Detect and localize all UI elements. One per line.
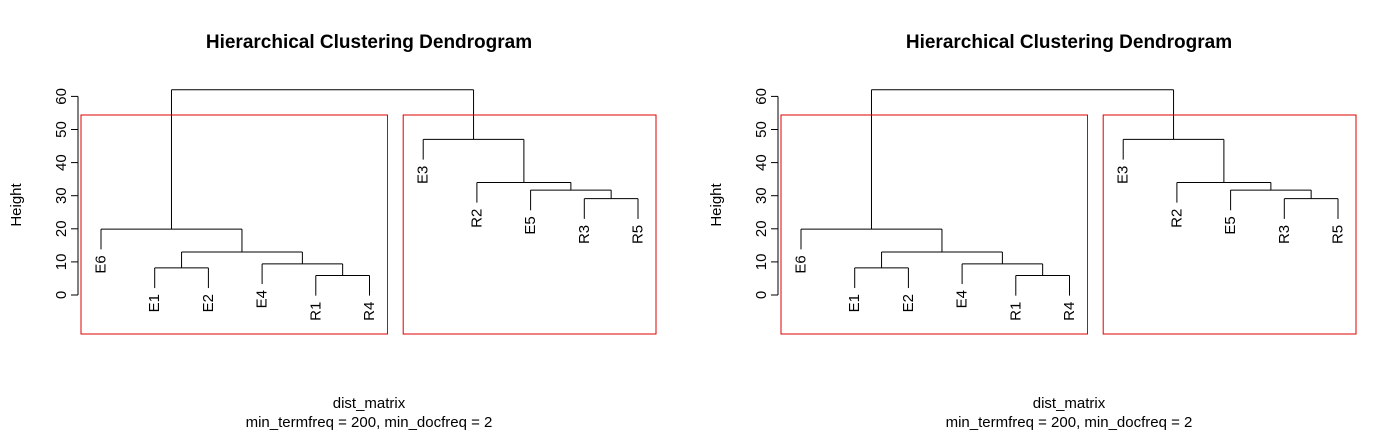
leaf-label: R4 [361, 302, 378, 321]
y-tick-label: 40 [53, 154, 70, 171]
leaf-labels: E6 E1 E2 E4 R1 R4 E3 R2 E5 R3 R5 [793, 166, 1347, 321]
chart-title: Hierarchical Clustering Dendrogram [906, 32, 1232, 53]
y-tick-label: 50 [53, 121, 70, 138]
dendrogram-tree [100, 89, 639, 296]
leaf-label: E2 [200, 294, 217, 312]
y-tick-label: 60 [753, 88, 770, 105]
chart-subtitle: min_termfreq = 200, min_docfreq = 2 [246, 414, 493, 431]
y-tick-label: 30 [53, 187, 70, 204]
y-tick-label: 20 [53, 220, 70, 237]
leaf-labels: E6 E1 E2 E4 R1 R4 E3 R2 E5 R3 R5 [93, 166, 647, 321]
y-tick-label: 0 [753, 291, 770, 299]
leaf-label: E4 [254, 290, 271, 308]
y-tick-label: 10 [53, 254, 70, 271]
leaf-label: R1 [307, 302, 324, 321]
y-tick-label: 50 [753, 121, 770, 138]
leaf-label: R2 [468, 209, 485, 228]
y-tick-label: 0 [53, 291, 70, 299]
leaf-label: E4 [954, 290, 971, 308]
leaf-label: E6 [93, 255, 110, 273]
leaf-label: E6 [793, 255, 810, 273]
cluster-rectangle [1102, 114, 1357, 335]
chart-subtitle: min_termfreq = 200, min_docfreq = 2 [946, 414, 1193, 431]
leaf-label: R3 [1276, 225, 1293, 244]
leaf-label: R4 [1061, 302, 1078, 321]
leaf-label: R5 [1330, 225, 1347, 244]
y-axis-label: Height [8, 182, 25, 226]
dendrogram-panel-left: Hierarchical Clustering Dendrogram Heigh… [8, 32, 657, 431]
cluster-rectangle [80, 114, 388, 335]
y-tick-label: 10 [753, 254, 770, 271]
y-tick-label: 40 [753, 154, 770, 171]
x-axis-label: dist_matrix [1033, 395, 1106, 412]
dendrogram-chart: Hierarchical Clustering Dendrogram Heigh… [708, 32, 1357, 431]
y-axis-label: Height [708, 182, 725, 226]
leaf-label: E1 [846, 294, 863, 312]
leaf-label: R5 [630, 225, 647, 244]
leaf-label: E5 [1222, 216, 1239, 234]
y-axis: 0 10 20 30 40 50 60 [53, 88, 79, 299]
chart-title: Hierarchical Clustering Dendrogram [206, 32, 532, 53]
cluster-rectangles [80, 114, 657, 335]
dendrogram-panel-right: Hierarchical Clustering Dendrogram Heigh… [700, 0, 1400, 432]
dendrogram-chart: Hierarchical Clustering Dendrogram Heigh… [8, 32, 657, 431]
cluster-rectangle [402, 114, 657, 335]
leaf-label: E2 [900, 294, 917, 312]
leaf-label: R3 [576, 225, 593, 244]
dendrogram-tree [800, 89, 1339, 296]
y-tick-label: 20 [753, 220, 770, 237]
leaf-label: E3 [415, 166, 432, 184]
leaf-label: R1 [1007, 302, 1024, 321]
leaf-label: R2 [1168, 209, 1185, 228]
leaf-label: E3 [1115, 166, 1132, 184]
y-tick-label: 30 [753, 187, 770, 204]
leaf-label: E1 [146, 294, 163, 312]
leaf-label: E5 [522, 216, 539, 234]
cluster-rectangles [780, 114, 1357, 335]
x-axis-label: dist_matrix [333, 395, 406, 412]
cluster-rectangle [780, 114, 1088, 335]
y-axis: 0 10 20 30 40 50 60 [753, 88, 779, 299]
y-tick-label: 60 [53, 88, 70, 105]
